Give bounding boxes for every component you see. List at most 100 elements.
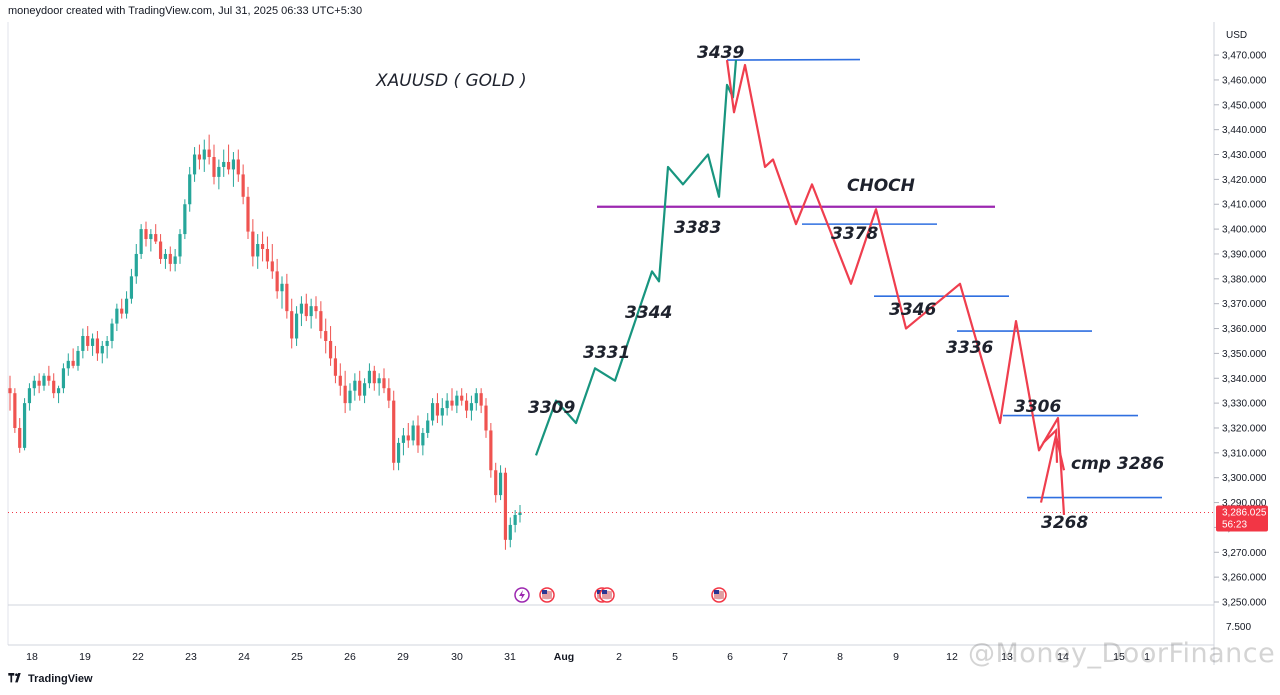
candle [270, 244, 274, 279]
candle [76, 345, 80, 371]
x-tick-label: 7 [782, 651, 788, 663]
x-tick-label: 29 [397, 651, 409, 663]
y-tick-label: 3,320.000 [1222, 423, 1267, 434]
flash-icon[interactable] [514, 587, 530, 603]
us-flag-icon[interactable] [539, 587, 555, 603]
candle [455, 390, 459, 414]
candle [401, 427, 406, 456]
x-tick-label: 23 [185, 651, 197, 663]
candle [47, 365, 51, 386]
candle [260, 231, 265, 262]
candle [42, 373, 46, 391]
candle [110, 318, 114, 349]
x-tick-label: 2 [616, 651, 622, 663]
candle [8, 375, 12, 411]
current-price-badge: 3,286.025 56:23 [1216, 505, 1268, 532]
candle [333, 345, 338, 384]
price-axis[interactable]: 3,470.000 3,460.000 3,450.000 3,440.000 3,43… [1214, 51, 1267, 609]
x-tick-label: 8 [837, 651, 843, 663]
candle [66, 353, 70, 376]
x-tick-label: 31 [504, 651, 516, 663]
current-price-value: 3,286.025 [1222, 507, 1267, 518]
candle [163, 248, 168, 269]
annotation-label: 3346 [889, 300, 936, 320]
candle [324, 318, 328, 354]
x-tick-label: 30 [451, 651, 463, 663]
candle [13, 388, 17, 433]
annotations: 3439 3383 3378 CHOCH 3344 3331 3309 3346 3336 330… [528, 43, 1164, 533]
x-tick-label: 6 [727, 651, 733, 663]
candle [464, 393, 469, 419]
us-flag-icon[interactable] [599, 587, 615, 603]
candle [168, 246, 172, 272]
candle [56, 385, 61, 404]
candle [280, 276, 284, 309]
candle [154, 224, 158, 245]
y-tick-label: 3,260.000 [1222, 573, 1267, 584]
x-tick-label: 12 [946, 651, 958, 663]
annotation-label: 3378 [831, 224, 878, 244]
tradingview-logo-icon [8, 673, 21, 683]
chart-title: XAUUSD ( GOLD ) [375, 71, 527, 91]
candle [251, 219, 255, 267]
y-tick-label: 3,350.000 [1222, 349, 1267, 360]
candle [18, 418, 22, 453]
annotation-label: 3331 [583, 343, 630, 363]
candle [236, 149, 240, 182]
candle [212, 144, 216, 185]
candle [518, 505, 522, 523]
y-tick-label: 3,390.000 [1222, 249, 1267, 260]
x-tick-label: 26 [344, 651, 356, 663]
y-tick-label: 3,270.000 [1222, 548, 1267, 559]
candle [319, 301, 323, 339]
candle [90, 333, 95, 356]
candle [105, 335, 109, 359]
tradingview-brand[interactable]: TradingView [8, 673, 93, 685]
bearish-projection-line [725, 59, 1066, 516]
candle [207, 134, 211, 165]
time-axis[interactable]: 18 19 22 23 24 25 26 29 30 31 Aug 2 5 6 7 8 9 12 13 14 15 1 [26, 651, 1150, 663]
annotation-label: 3309 [528, 398, 575, 418]
annotation-label: CHOCH [847, 176, 915, 196]
annotation-label: 3268 [1041, 513, 1088, 533]
candle [348, 383, 352, 411]
y-tick-label: 3,410.000 [1222, 200, 1267, 211]
x-tick-label: 13 [1001, 651, 1013, 663]
y-tick-label: 3,330.000 [1222, 399, 1267, 410]
y-tick-label: 3,440.000 [1222, 125, 1267, 136]
x-tick-label: 19 [79, 651, 91, 663]
candle [372, 365, 376, 391]
candle [494, 462, 498, 503]
x-tick-label: 24 [238, 651, 250, 663]
candle [343, 370, 347, 414]
currency-label: USD [1226, 30, 1247, 41]
candle [197, 144, 202, 170]
y-tick-label: 3,400.000 [1222, 225, 1267, 236]
y-tick-label: 3,420.000 [1222, 175, 1267, 186]
x-tick-label: 14 [1057, 651, 1069, 663]
candle [304, 293, 308, 322]
candle [100, 340, 104, 364]
candle [367, 363, 372, 389]
candle [314, 296, 318, 319]
x-tick-label: 9 [893, 651, 899, 663]
candle [61, 363, 66, 394]
us-flag-icon[interactable] [711, 587, 727, 603]
final-arrow-head [1042, 427, 1059, 463]
candle [406, 423, 410, 448]
y-tick-label: 3,360.000 [1222, 324, 1267, 335]
candle [115, 303, 119, 332]
candle [275, 258, 279, 299]
candle [188, 166, 192, 212]
y-tick-label: 3,370.000 [1222, 299, 1267, 310]
volume-pane-value: 7.500 [1226, 622, 1251, 633]
candle [450, 388, 454, 411]
candle [202, 139, 206, 172]
annotation-label: cmp 3286 [1071, 454, 1164, 474]
candle [192, 147, 197, 182]
event-icons[interactable] [514, 587, 727, 603]
candle [139, 224, 143, 259]
candle [377, 373, 381, 396]
candle [178, 229, 182, 264]
